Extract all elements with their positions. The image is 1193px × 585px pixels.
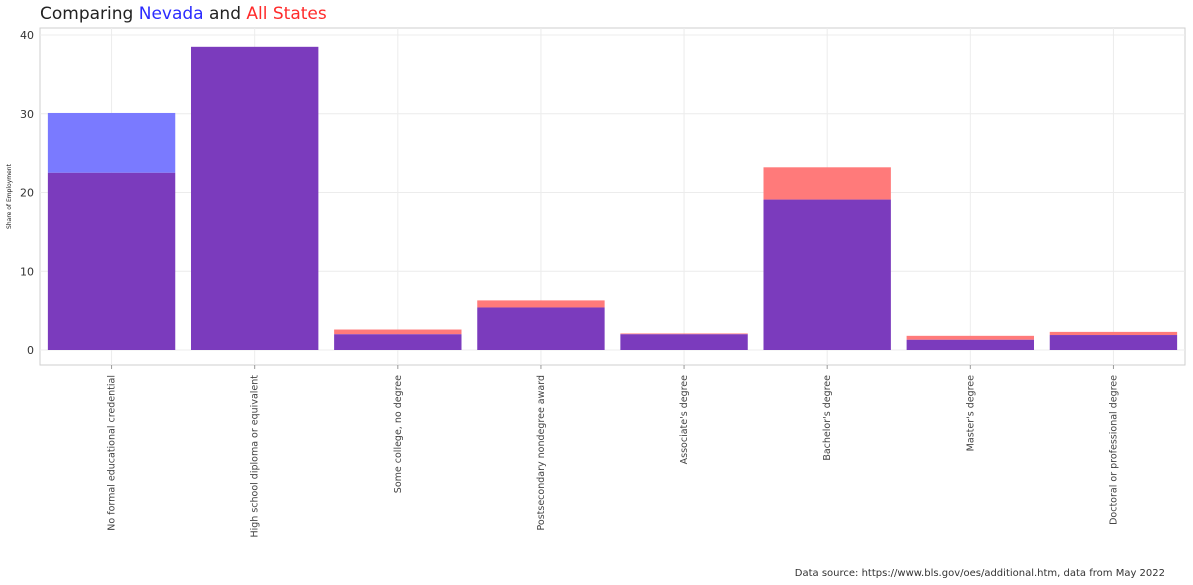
bar-overlap: [190, 46, 319, 350]
title-middle: and: [203, 4, 247, 24]
y-tick-label: 30: [20, 108, 34, 121]
bar-all-states: [334, 329, 462, 335]
bar-all-states: [763, 167, 891, 200]
bar-overlap: [47, 172, 176, 350]
x-tick-label: Postsecondary nondegree award: [536, 375, 547, 530]
x-tick-label: High school diploma or equivalent: [250, 375, 261, 538]
bar-nevada: [47, 112, 176, 173]
x-tick-label: Associate's degree: [679, 375, 690, 464]
title-prefix: Comparing: [40, 4, 139, 24]
bar-overlap: [763, 199, 891, 350]
bar-all-states: [620, 333, 748, 335]
title-all-states: All States: [246, 4, 327, 24]
x-tick-label: Doctoral or professional degree: [1108, 375, 1119, 525]
x-tick-label: Some college, no degree: [393, 375, 404, 493]
bar-all-states: [1049, 331, 1178, 336]
bar-overlap: [477, 307, 605, 350]
x-tick-label: Bachelor's degree: [822, 375, 833, 461]
y-tick-label: 20: [20, 187, 34, 200]
bar-overlap: [906, 339, 1035, 350]
y-tick-label: 0: [27, 344, 34, 357]
y-tick-label: 40: [20, 29, 34, 42]
bar-overlap: [620, 334, 748, 350]
bar-overlap: [1049, 335, 1178, 350]
title-nevada: Nevada: [138, 4, 204, 24]
x-tick-label: No formal educational credential: [107, 375, 118, 531]
data-source-note: Data source: https://www.bls.gov/oes/add…: [794, 568, 1165, 579]
bar-overlap: [334, 334, 462, 350]
bar-all-states: [477, 300, 605, 308]
y-tick-label: 10: [20, 265, 34, 278]
x-tick-label: Master's degree: [965, 375, 976, 451]
y-axis-title: Share of Employment: [6, 163, 13, 229]
bar-all-states: [906, 335, 1035, 340]
chart-title: Comparing Nevada and All States: [40, 4, 327, 24]
